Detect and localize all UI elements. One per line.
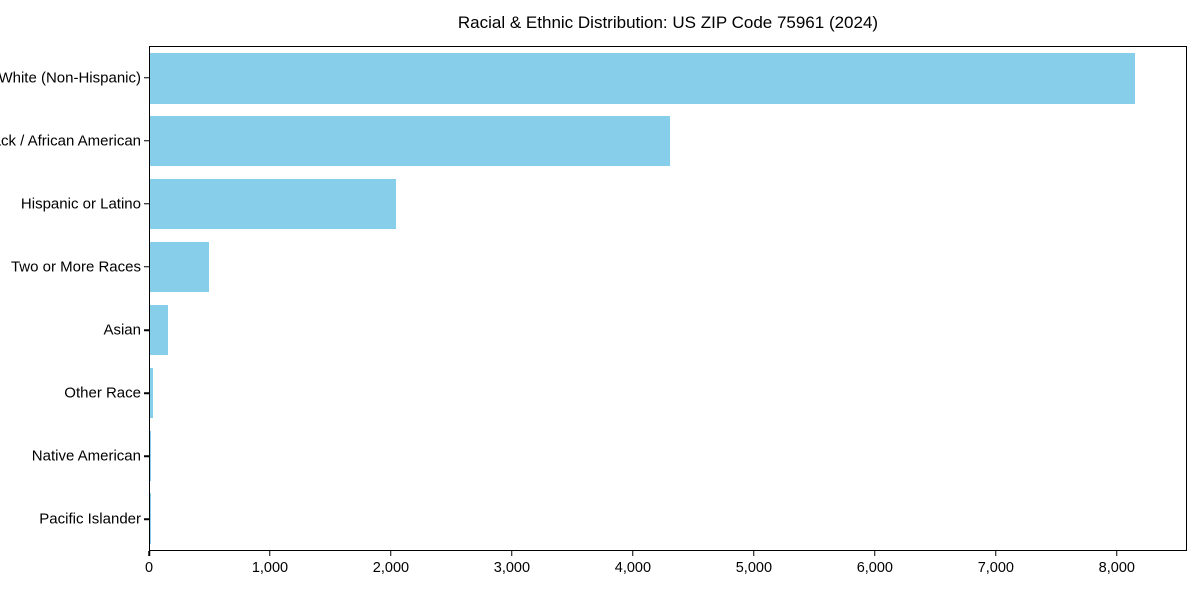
x-tick-label: 5,000 bbox=[735, 560, 773, 576]
y-tick-label: Two or More Races bbox=[10, 258, 141, 276]
y-tick-mark bbox=[144, 329, 149, 331]
x-tick-mark bbox=[1116, 551, 1118, 556]
y-tick-label: Asian bbox=[103, 321, 141, 339]
x-tick-label: 6,000 bbox=[856, 560, 894, 576]
bar-other-race bbox=[150, 367, 154, 418]
y-tick-label: Pacific Islander bbox=[39, 510, 141, 528]
y-tick-mark bbox=[144, 203, 149, 205]
x-tick-label: 1,000 bbox=[251, 560, 289, 576]
x-tick-mark bbox=[390, 551, 392, 556]
bar-hispanic-or-latino bbox=[150, 179, 396, 230]
x-tick-label: 3,000 bbox=[493, 560, 531, 576]
y-tick-mark bbox=[144, 139, 149, 142]
x-tick-mark bbox=[995, 551, 997, 556]
x-tick-mark bbox=[511, 551, 513, 556]
x-tick-mark bbox=[269, 551, 271, 556]
x-tick-mark bbox=[632, 551, 634, 556]
x-tick-label: 0 bbox=[144, 560, 154, 576]
x-tick-mark bbox=[874, 551, 876, 556]
x-tick-label: 2,000 bbox=[372, 560, 410, 576]
x-tick-label: 7,000 bbox=[977, 560, 1014, 576]
bar-native-american bbox=[150, 430, 151, 481]
y-tick-label: Native American bbox=[31, 447, 141, 465]
bar-white-non-hispanic bbox=[150, 53, 1136, 104]
x-tick-label: 4,000 bbox=[614, 560, 652, 576]
y-tick-mark bbox=[144, 266, 149, 268]
y-tick-mark bbox=[144, 518, 149, 521]
bar-black-african-american bbox=[150, 116, 671, 167]
y-tick-mark bbox=[144, 392, 149, 394]
x-tick-mark bbox=[753, 551, 755, 556]
y-tick-label: Black / African American bbox=[0, 132, 141, 150]
y-tick-mark bbox=[144, 455, 149, 458]
plot-area bbox=[149, 46, 1187, 551]
x-tick-label: 8,000 bbox=[1098, 560, 1135, 576]
y-tick-mark bbox=[144, 76, 149, 79]
y-tick-label: White (Non-Hispanic) bbox=[0, 69, 141, 87]
x-tick-mark bbox=[148, 551, 150, 556]
bar-two-or-more-races bbox=[150, 241, 210, 293]
y-tick-label: Other Race bbox=[64, 384, 141, 402]
chart-title: Racial & Ethnic Distribution: US ZIP Cod… bbox=[457, 13, 879, 32]
bar-asian bbox=[150, 304, 169, 356]
y-tick-label: Hispanic or Latino bbox=[20, 195, 141, 213]
